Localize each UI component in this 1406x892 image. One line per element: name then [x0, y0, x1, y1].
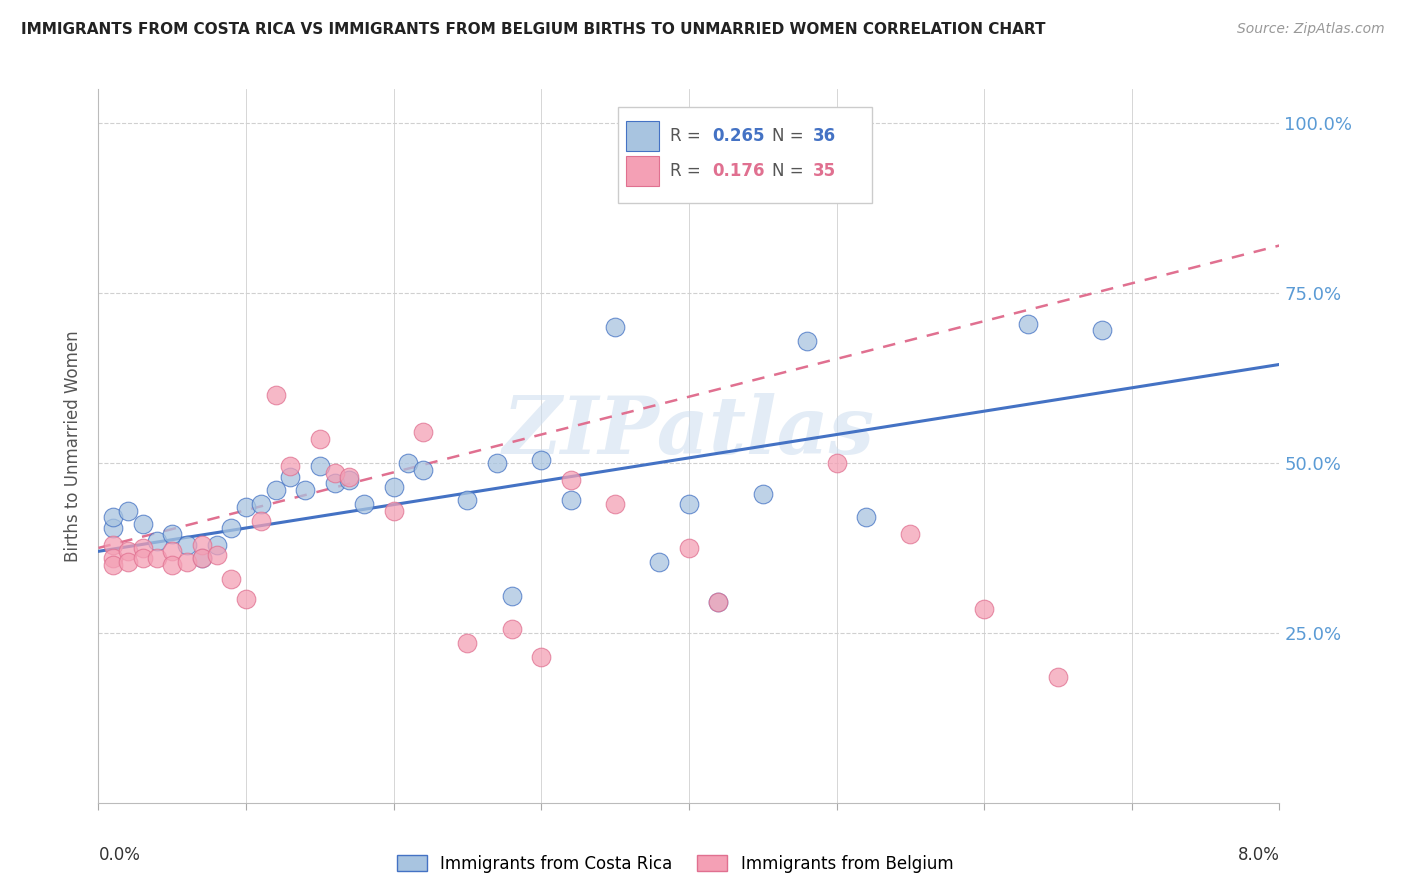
Point [396, 456, 419, 470]
Point [308, 432, 332, 446]
Point [605, 320, 627, 334]
Point [337, 469, 360, 483]
Legend: Immigrants from Costa Rica, Immigrants from Belgium: Immigrants from Costa Rica, Immigrants f… [389, 848, 960, 880]
Point [264, 483, 287, 498]
Text: 8.0%: 8.0% [1237, 846, 1279, 863]
Point [485, 456, 508, 470]
Point [456, 493, 478, 508]
FancyBboxPatch shape [626, 156, 659, 186]
Text: R =: R = [671, 162, 706, 180]
Point [337, 473, 360, 487]
Point [707, 595, 730, 609]
Point [707, 595, 730, 609]
Point [132, 541, 155, 555]
Point [678, 497, 700, 511]
Point [235, 500, 257, 515]
Y-axis label: Births to Unmarried Women: Births to Unmarried Women [65, 330, 83, 562]
Point [278, 469, 302, 483]
Point [648, 555, 671, 569]
Point [353, 497, 375, 511]
Text: 35: 35 [813, 162, 837, 180]
Point [796, 334, 818, 348]
Point [162, 558, 183, 572]
Point [382, 503, 405, 517]
Point [250, 497, 273, 511]
Text: 0.176: 0.176 [713, 162, 765, 180]
Point [678, 541, 700, 555]
Point [501, 589, 523, 603]
Point [456, 636, 478, 650]
Point [146, 551, 169, 566]
Point [176, 537, 198, 551]
Point [278, 459, 302, 474]
Point [530, 649, 553, 664]
Point [162, 527, 183, 541]
Point [191, 551, 214, 566]
Point [323, 466, 346, 480]
Point [146, 534, 169, 549]
Point [132, 517, 155, 532]
Point [412, 463, 434, 477]
Point [191, 537, 214, 551]
Point [103, 510, 125, 524]
Point [973, 602, 995, 616]
Point [132, 551, 155, 566]
Point [1046, 670, 1069, 684]
Text: N =: N = [772, 127, 808, 145]
Point [501, 623, 523, 637]
Point [103, 520, 125, 534]
Point [294, 483, 316, 498]
Point [162, 544, 183, 558]
Point [323, 476, 346, 491]
Text: ZIPatlas: ZIPatlas [503, 393, 875, 470]
Point [605, 497, 627, 511]
Point [191, 551, 214, 566]
Point [855, 510, 877, 524]
Point [103, 551, 125, 566]
Point [825, 456, 848, 470]
Point [412, 425, 434, 440]
Point [219, 520, 242, 534]
Point [751, 486, 773, 500]
FancyBboxPatch shape [626, 120, 659, 151]
Point [1091, 323, 1114, 337]
Text: R =: R = [671, 127, 706, 145]
Point [250, 514, 273, 528]
Point [264, 388, 287, 402]
Point [117, 503, 139, 517]
Point [530, 452, 553, 467]
Point [103, 537, 125, 551]
Point [900, 527, 922, 541]
Text: N =: N = [772, 162, 808, 180]
Point [235, 591, 257, 606]
Point [219, 572, 242, 586]
Point [176, 555, 198, 569]
Text: 0.265: 0.265 [713, 127, 765, 145]
Text: 36: 36 [813, 127, 837, 145]
Point [382, 480, 405, 494]
Point [560, 493, 582, 508]
Point [308, 459, 332, 474]
Point [560, 473, 582, 487]
Point [117, 555, 139, 569]
Point [1017, 317, 1039, 331]
Point [103, 558, 125, 572]
Point [205, 537, 228, 551]
FancyBboxPatch shape [619, 107, 872, 203]
Text: IMMIGRANTS FROM COSTA RICA VS IMMIGRANTS FROM BELGIUM BIRTHS TO UNMARRIED WOMEN : IMMIGRANTS FROM COSTA RICA VS IMMIGRANTS… [21, 22, 1046, 37]
Point [205, 548, 228, 562]
Text: 0.0%: 0.0% [98, 846, 141, 863]
Point [117, 544, 139, 558]
Text: Source: ZipAtlas.com: Source: ZipAtlas.com [1237, 22, 1385, 37]
